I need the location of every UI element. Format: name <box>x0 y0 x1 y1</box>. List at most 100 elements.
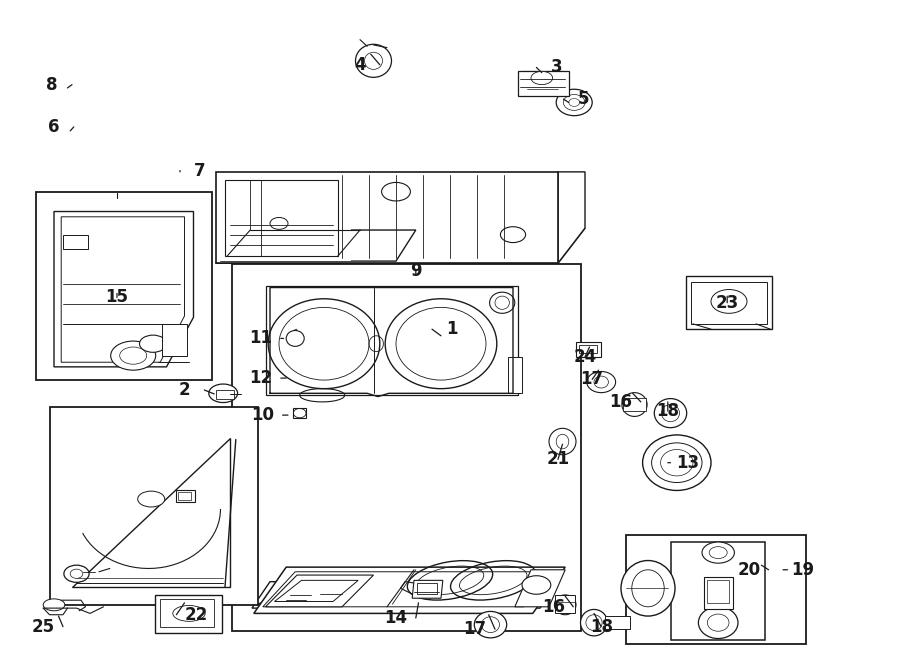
Bar <box>162 324 187 356</box>
Bar <box>707 580 729 603</box>
Bar <box>155 595 222 633</box>
Ellipse shape <box>138 491 165 507</box>
Bar <box>623 398 646 411</box>
Ellipse shape <box>702 542 734 563</box>
Ellipse shape <box>554 595 576 615</box>
Ellipse shape <box>556 89 592 116</box>
Ellipse shape <box>495 296 509 309</box>
Ellipse shape <box>587 371 616 393</box>
Polygon shape <box>54 212 194 367</box>
Polygon shape <box>522 71 562 94</box>
Ellipse shape <box>662 405 680 422</box>
Text: 16: 16 <box>542 598 565 616</box>
Ellipse shape <box>396 307 486 380</box>
Ellipse shape <box>531 71 553 85</box>
Text: 7: 7 <box>194 161 205 180</box>
Ellipse shape <box>364 52 382 69</box>
Ellipse shape <box>111 341 156 370</box>
Polygon shape <box>256 575 554 605</box>
Bar <box>63 235 88 249</box>
Text: 18: 18 <box>590 617 613 636</box>
Text: 9: 9 <box>410 262 421 280</box>
Ellipse shape <box>522 576 551 594</box>
Polygon shape <box>225 180 338 256</box>
Ellipse shape <box>580 609 608 636</box>
Bar <box>670 542 765 640</box>
Ellipse shape <box>482 617 500 633</box>
Text: 17: 17 <box>580 370 604 389</box>
Polygon shape <box>274 580 358 602</box>
Text: 3: 3 <box>551 58 562 77</box>
Text: 17: 17 <box>464 620 487 639</box>
Bar <box>704 577 733 609</box>
Text: 15: 15 <box>105 288 129 307</box>
Bar <box>555 595 575 613</box>
Bar <box>50 407 258 605</box>
Text: 24: 24 <box>573 348 597 366</box>
Polygon shape <box>61 217 184 362</box>
Ellipse shape <box>711 290 747 313</box>
Bar <box>579 345 597 353</box>
Ellipse shape <box>709 547 727 559</box>
Ellipse shape <box>698 607 738 639</box>
Text: 25: 25 <box>32 617 55 636</box>
Polygon shape <box>216 228 405 263</box>
Polygon shape <box>576 342 601 357</box>
Text: 13: 13 <box>676 453 699 472</box>
Ellipse shape <box>500 227 526 243</box>
Polygon shape <box>65 430 241 592</box>
Polygon shape <box>558 172 585 263</box>
Bar <box>216 390 234 399</box>
Ellipse shape <box>707 614 729 631</box>
Polygon shape <box>254 567 565 613</box>
Bar <box>176 490 195 502</box>
Ellipse shape <box>622 393 647 416</box>
Polygon shape <box>293 408 306 418</box>
Polygon shape <box>508 357 522 393</box>
Ellipse shape <box>654 399 687 428</box>
Polygon shape <box>412 580 443 598</box>
Text: 20: 20 <box>737 561 760 579</box>
Polygon shape <box>263 572 556 607</box>
Polygon shape <box>686 276 772 329</box>
Text: 14: 14 <box>384 609 408 627</box>
Ellipse shape <box>586 615 602 631</box>
Text: 10: 10 <box>251 406 274 424</box>
Ellipse shape <box>268 299 380 389</box>
Polygon shape <box>216 172 558 263</box>
Polygon shape <box>72 438 230 587</box>
Text: 23: 23 <box>716 293 739 312</box>
Polygon shape <box>261 278 524 403</box>
Ellipse shape <box>661 449 693 476</box>
Text: 5: 5 <box>578 90 589 108</box>
Ellipse shape <box>549 428 576 455</box>
Ellipse shape <box>270 217 288 229</box>
Polygon shape <box>518 71 569 96</box>
Ellipse shape <box>490 292 515 313</box>
Bar <box>626 535 806 644</box>
Ellipse shape <box>43 599 65 611</box>
Ellipse shape <box>209 384 238 403</box>
Bar <box>160 599 214 627</box>
Text: 12: 12 <box>249 369 273 387</box>
Ellipse shape <box>569 98 580 106</box>
Ellipse shape <box>563 95 585 110</box>
Polygon shape <box>216 228 585 263</box>
Bar <box>605 616 630 629</box>
Ellipse shape <box>382 182 410 201</box>
Text: 16: 16 <box>609 393 633 411</box>
Polygon shape <box>266 575 374 607</box>
Text: 18: 18 <box>656 402 680 420</box>
Text: 19: 19 <box>791 561 814 579</box>
Text: 4: 4 <box>355 56 365 74</box>
Bar <box>417 583 436 594</box>
Polygon shape <box>515 570 565 607</box>
Text: 11: 11 <box>249 329 273 348</box>
Text: 6: 6 <box>49 118 59 136</box>
Ellipse shape <box>652 443 702 483</box>
Ellipse shape <box>474 611 507 638</box>
Ellipse shape <box>556 434 569 449</box>
Ellipse shape <box>120 347 147 364</box>
Ellipse shape <box>279 307 369 380</box>
Polygon shape <box>400 582 421 595</box>
